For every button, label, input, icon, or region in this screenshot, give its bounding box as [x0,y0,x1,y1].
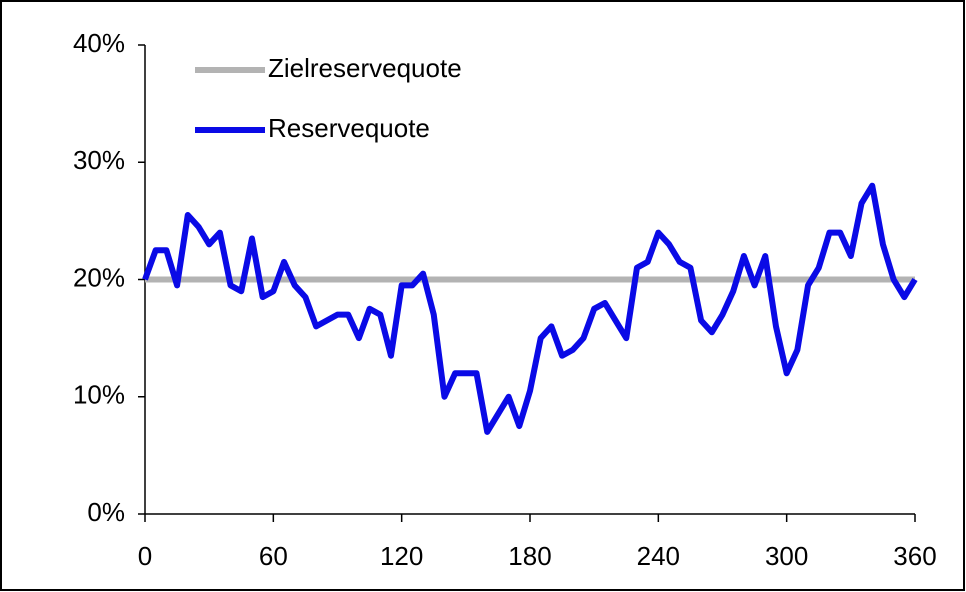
y-tick-label: 30% [73,145,125,175]
legend-label: Zielreservequote [268,53,462,83]
legend-label: Reservequote [268,113,430,143]
y-tick-label: 20% [73,262,125,292]
x-tick-label: 300 [765,541,808,571]
y-tick-label: 0% [87,497,125,527]
y-tick-label: 40% [73,28,125,58]
x-tick-label: 180 [508,541,551,571]
y-tick-label: 10% [73,380,125,410]
x-tick-label: 0 [138,541,152,571]
x-tick-label: 60 [259,541,288,571]
line-series [142,182,918,435]
x-tick-label: 240 [637,541,680,571]
x-tick-label: 120 [380,541,423,571]
x-tick-label: 360 [893,541,936,571]
